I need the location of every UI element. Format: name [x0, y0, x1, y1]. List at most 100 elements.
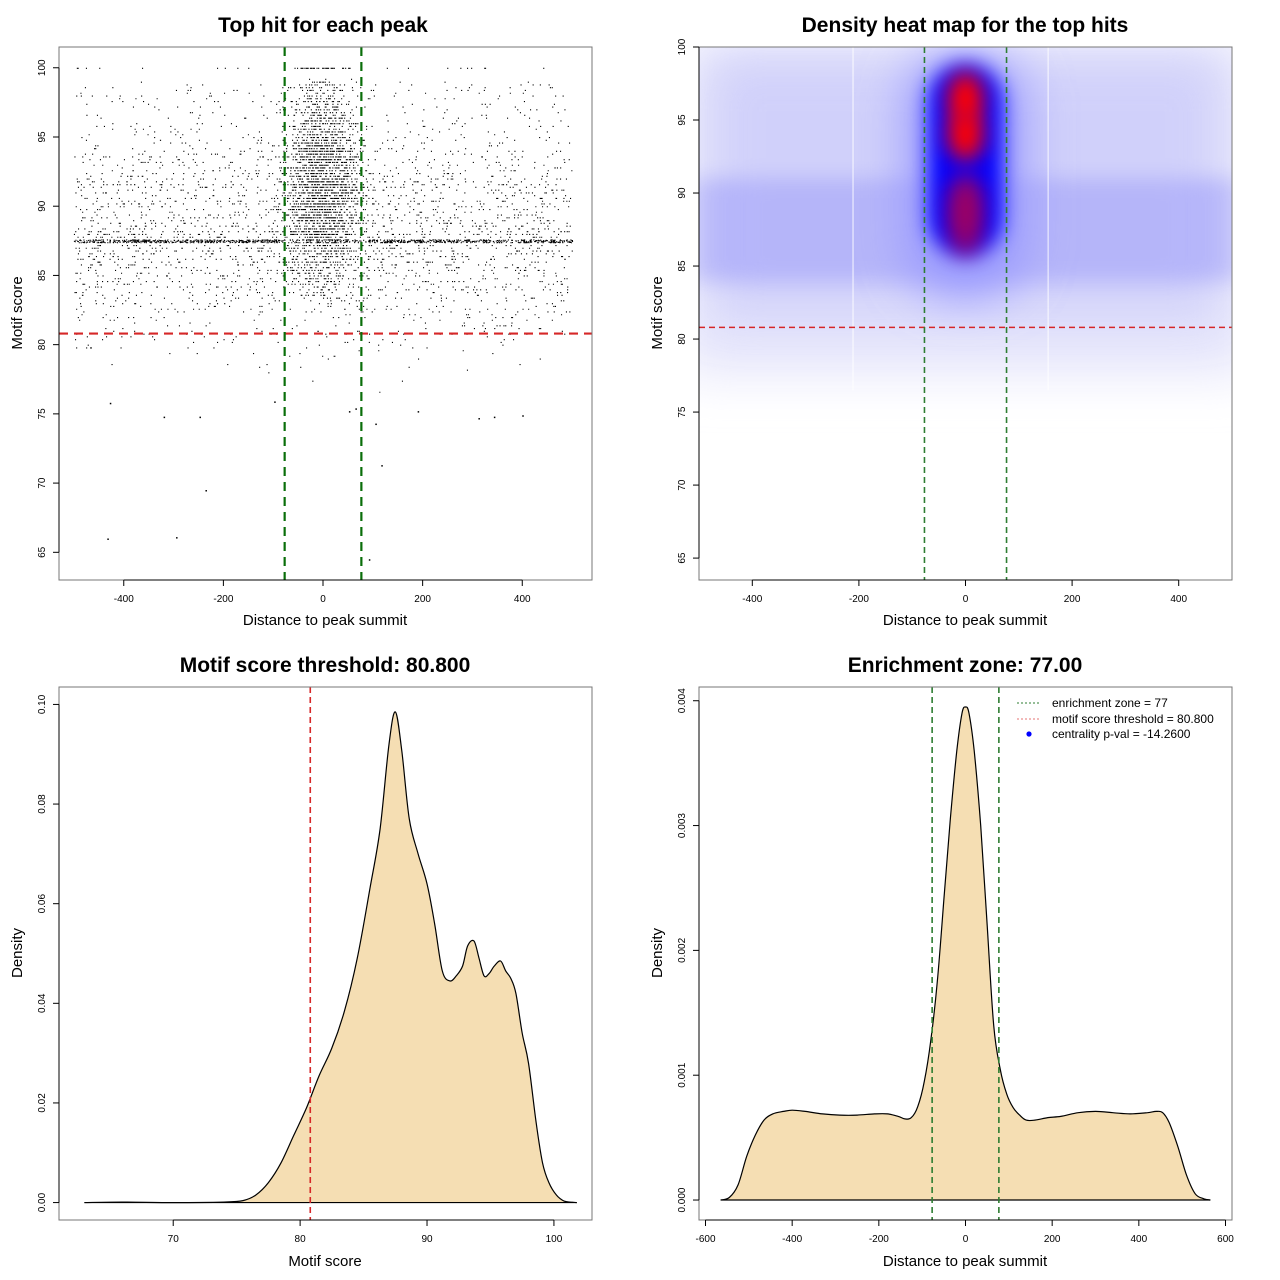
y-tick-label: 65: [677, 552, 688, 564]
y-tick-label: 0.002: [677, 937, 688, 962]
y-tick-label: 0.10: [37, 694, 48, 714]
y-tick-label: 100: [677, 38, 688, 55]
scatter-point: [381, 465, 383, 467]
x-tick-label: -200: [869, 1234, 889, 1245]
x-tick-label: 100: [546, 1234, 563, 1245]
x-tick-label: 70: [168, 1234, 180, 1245]
x-tick-label: 200: [1044, 1234, 1061, 1245]
scatter-points: [73, 67, 574, 561]
scatter-point: [417, 411, 420, 413]
scatter-point: [375, 423, 377, 426]
y-axis-label: Density: [649, 927, 666, 978]
y-tick-label: 95: [37, 131, 48, 143]
plot-frame: [58, 46, 593, 581]
scatter-point: [493, 416, 496, 419]
axes: -400 -200 0 200 400 65 70 75 80 85 90 95 100: [37, 59, 531, 605]
x-axis-label: Motif score: [288, 1253, 361, 1270]
scatter-point: [107, 538, 109, 540]
chart-title: Motif score threshold: 80.800: [180, 654, 471, 677]
x-tick-label: 0: [963, 594, 969, 605]
y-tick-label: 0.001: [677, 1062, 688, 1087]
panel-heatmap: Density heat map for the top hits -400 -2…: [649, 14, 1233, 629]
scatter-point: [368, 559, 371, 561]
axes: 70 80 90 100 0.00 0.02 0.04 0.06 0.08 0.10: [37, 694, 563, 1245]
axes: -600 -400 -200 0 200 400 600 0.000 0.001 0.002 0.0…: [677, 688, 1234, 1245]
y-axis-label: Motif score: [649, 276, 666, 349]
scatter-point: [522, 415, 524, 417]
scatter-point: [205, 490, 207, 492]
reference-lines: [931, 687, 1000, 1220]
scatter-point: [478, 418, 480, 420]
scatter-point: [274, 401, 276, 403]
y-tick-label: 0.08: [37, 794, 48, 814]
x-tick-label: -200: [849, 594, 869, 605]
y-tick-label: 75: [37, 408, 48, 420]
x-tick-label: 0: [963, 1234, 969, 1245]
scatter-point: [163, 416, 166, 419]
chart-title: Density heat map for the top hits: [802, 14, 1129, 37]
x-tick-label: 200: [414, 594, 431, 605]
y-axis-label: Motif score: [9, 276, 26, 349]
y-tick-label: 85: [677, 260, 688, 272]
axes: -400 -200 0 200 400 65 70 75 80 85 90 95 100: [677, 38, 1187, 605]
y-tick-label: 80: [677, 333, 688, 345]
y-tick-label: 70: [37, 477, 48, 489]
x-tick-label: -200: [213, 594, 233, 605]
density-fill: [720, 706, 1211, 1201]
scatter-point: [348, 411, 351, 413]
density-curve: [84, 711, 577, 1204]
chart-title: Top hit for each peak: [218, 14, 428, 37]
y-tick-label: 85: [37, 269, 48, 281]
y-tick-label: 100: [37, 59, 48, 76]
scatter-point: [176, 537, 178, 539]
x-axis-label: Distance to peak summit: [243, 612, 408, 629]
scatter-point: [199, 416, 201, 419]
panel-scatter: Top hit for each peak -400 -200 0 200 400 65 7…: [9, 14, 593, 629]
scatter-point: [109, 402, 112, 405]
density-curve: [720, 706, 1211, 1201]
x-tick-label: -600: [695, 1234, 715, 1245]
y-tick-label: 95: [677, 114, 688, 126]
y-tick-label: 80: [37, 339, 48, 351]
heatmap-cells: [699, 47, 1232, 580]
x-tick-label: 400: [1130, 1234, 1147, 1245]
x-tick-label: 600: [1217, 1234, 1234, 1245]
panel-distance-density: Enrichment zone: 77.00 -600 -400 -200 0 200 4…: [649, 654, 1234, 1270]
legend-label: enrichment zone = 77: [1052, 696, 1168, 710]
y-tick-label: 75: [677, 406, 688, 418]
y-tick-label: 0.004: [677, 688, 688, 713]
y-tick-label: 65: [37, 546, 48, 558]
x-tick-label: -400: [742, 594, 762, 605]
y-tick-label: 0.06: [37, 894, 48, 914]
y-tick-label: 0.04: [37, 993, 48, 1013]
scatter-point-cloud: [73, 67, 574, 393]
x-tick-label: 80: [295, 1234, 307, 1245]
x-tick-label: 400: [514, 594, 531, 605]
y-tick-label: 70: [677, 479, 688, 491]
density-fill: [84, 711, 577, 1203]
legend-dot-icon: [1026, 731, 1032, 737]
heatmap-hotspot: [947, 108, 984, 161]
reference-lines: [59, 47, 592, 580]
x-axis-label: Distance to peak summit: [883, 1253, 1048, 1270]
scatter-point: [355, 408, 357, 410]
heatmap-hotspot: [947, 72, 984, 125]
x-tick-label: -400: [782, 1234, 802, 1245]
density-line: [84, 711, 577, 1204]
density-line: [720, 706, 1211, 1201]
legend-label: centrality p-val = -14.2600: [1052, 727, 1191, 741]
x-axis-label: Distance to peak summit: [883, 612, 1048, 629]
x-tick-label: 90: [421, 1234, 433, 1245]
reference-lines: [699, 47, 1232, 580]
legend-label: motif score threshold = 80.800: [1052, 712, 1214, 726]
x-tick-label: -400: [114, 594, 134, 605]
y-tick-label: 0.000: [677, 1187, 688, 1212]
chart-title: Enrichment zone: 77.00: [848, 654, 1083, 677]
y-tick-label: 0.02: [37, 1093, 48, 1113]
y-tick-label: 90: [37, 200, 48, 212]
x-tick-label: 0: [320, 594, 326, 605]
heatmap-hotspot: [947, 203, 984, 256]
x-tick-label: 200: [1064, 594, 1081, 605]
x-tick-label: 400: [1170, 594, 1187, 605]
